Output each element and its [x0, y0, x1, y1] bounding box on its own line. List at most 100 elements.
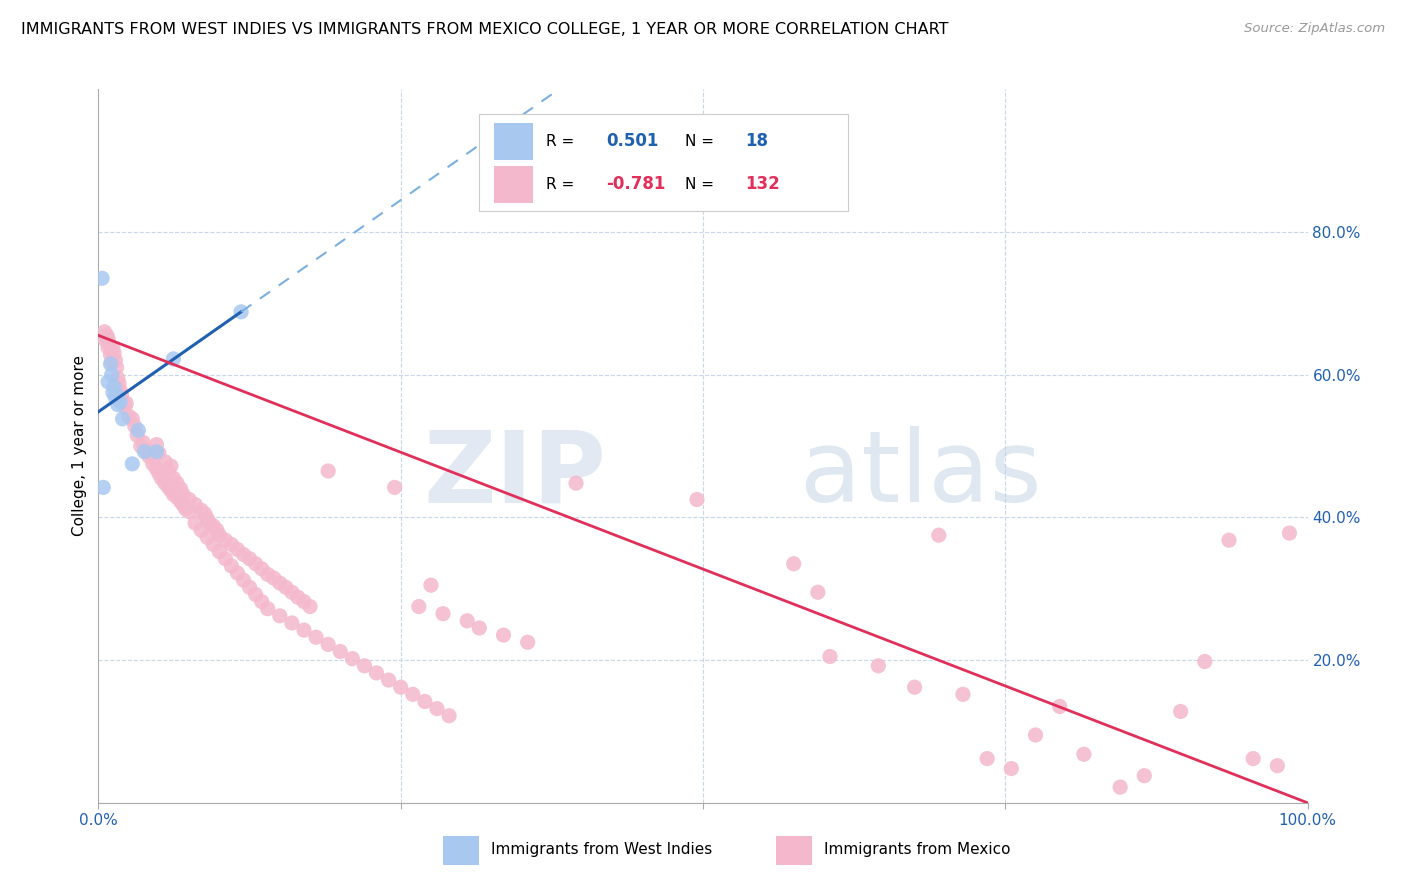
Text: Immigrants from Mexico: Immigrants from Mexico: [824, 842, 1011, 856]
Point: [239, 580, 262, 594]
Point: [190, 523, 212, 537]
Point: [516, 635, 538, 649]
Point: [160, 483, 183, 498]
Point: [274, 580, 297, 594]
Text: ZIP: ZIP: [423, 426, 606, 523]
Point: [91, 271, 114, 285]
Point: [127, 428, 149, 442]
Point: [148, 446, 170, 460]
Point: [782, 557, 804, 571]
Point: [239, 551, 262, 566]
Point: [129, 439, 152, 453]
Point: [366, 665, 388, 680]
Text: atlas: atlas: [800, 426, 1042, 523]
Point: [105, 387, 128, 401]
Text: R =: R =: [546, 134, 579, 149]
Point: [169, 494, 191, 508]
Text: Immigrants from West Indies: Immigrants from West Indies: [492, 842, 713, 856]
Point: [93, 325, 115, 339]
Point: [118, 409, 141, 423]
Point: [1170, 705, 1192, 719]
Point: [245, 587, 267, 601]
Point: [96, 328, 118, 343]
Point: [287, 591, 309, 605]
Bar: [479, 114, 848, 211]
Point: [292, 623, 315, 637]
Point: [408, 599, 430, 614]
Point: [1133, 769, 1156, 783]
Point: [1000, 762, 1022, 776]
Point: [807, 585, 830, 599]
Point: [101, 341, 124, 355]
Point: [205, 523, 228, 537]
Point: [107, 398, 129, 412]
Text: 132: 132: [745, 175, 780, 193]
Point: [108, 376, 131, 391]
Point: [184, 516, 207, 530]
Point: [976, 751, 998, 765]
Y-axis label: College, 1 year or more: College, 1 year or more: [72, 356, 87, 536]
Point: [818, 649, 841, 664]
Point: [263, 571, 285, 585]
Point: [195, 530, 218, 544]
Point: [179, 492, 201, 507]
Point: [402, 687, 425, 701]
Point: [97, 375, 120, 389]
Point: [432, 607, 454, 621]
Point: [190, 503, 212, 517]
Point: [162, 351, 184, 366]
Point: [928, 528, 950, 542]
Point: [232, 548, 254, 562]
Point: [198, 516, 221, 530]
Point: [94, 334, 117, 348]
Point: [245, 557, 267, 571]
Point: [1278, 526, 1301, 541]
Point: [179, 505, 201, 519]
Point: [202, 537, 225, 551]
Point: [426, 701, 449, 715]
Point: [329, 644, 352, 658]
Point: [108, 394, 131, 409]
Bar: [776, 837, 811, 865]
Point: [115, 396, 138, 410]
Point: [868, 658, 890, 673]
Point: [174, 501, 197, 516]
Point: [281, 585, 304, 599]
Point: [132, 435, 155, 450]
Point: [135, 444, 157, 458]
Point: [1218, 533, 1240, 548]
Point: [91, 480, 114, 494]
Point: [299, 599, 322, 614]
Bar: [494, 166, 533, 202]
Point: [250, 594, 273, 608]
Point: [413, 694, 436, 708]
Point: [101, 385, 124, 400]
Point: [172, 498, 194, 512]
Point: [153, 476, 176, 491]
Text: 18: 18: [745, 132, 768, 150]
Point: [97, 332, 120, 346]
Point: [353, 658, 375, 673]
Point: [420, 578, 443, 592]
Point: [226, 566, 249, 580]
Point: [157, 480, 180, 494]
Point: [221, 558, 243, 573]
Point: [384, 480, 406, 494]
Point: [124, 419, 146, 434]
Point: [98, 337, 121, 351]
Point: [1241, 751, 1264, 765]
Point: [1049, 699, 1071, 714]
Point: [250, 562, 273, 576]
Point: [256, 567, 278, 582]
Point: [100, 357, 122, 371]
Point: [269, 608, 291, 623]
Point: [292, 594, 315, 608]
Point: [229, 305, 252, 319]
Point: [107, 371, 129, 385]
Point: [1073, 747, 1095, 762]
Point: [172, 487, 194, 501]
Text: R =: R =: [546, 177, 579, 192]
Point: [111, 412, 134, 426]
Text: N =: N =: [685, 177, 718, 192]
Point: [316, 464, 339, 478]
